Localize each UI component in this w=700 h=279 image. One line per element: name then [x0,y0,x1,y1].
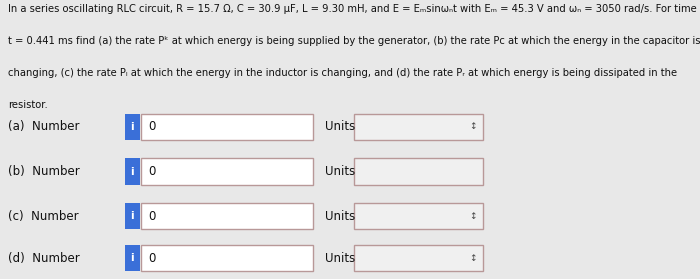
Text: Units: Units [326,165,356,178]
Text: (b)  Number: (b) Number [8,165,80,178]
FancyBboxPatch shape [141,203,313,229]
Text: ↕: ↕ [469,122,476,131]
FancyBboxPatch shape [354,158,483,185]
Text: i: i [130,211,134,221]
FancyBboxPatch shape [354,245,483,271]
FancyBboxPatch shape [141,158,313,185]
Text: resistor.: resistor. [8,100,48,110]
Text: (d)  Number: (d) Number [8,252,80,264]
FancyBboxPatch shape [125,245,140,271]
Text: t = 0.441 ms find (a) the rate Pᵏ at which energy is being supplied by the gener: t = 0.441 ms find (a) the rate Pᵏ at whi… [8,36,700,46]
Text: In a series oscillating RLC circuit, R = 15.7 Ω, C = 30.9 μF, L = 9.30 mH, and E: In a series oscillating RLC circuit, R =… [8,4,697,14]
FancyBboxPatch shape [141,245,313,271]
FancyBboxPatch shape [125,158,140,185]
FancyBboxPatch shape [354,114,483,140]
Text: (c)  Number: (c) Number [8,210,79,223]
FancyBboxPatch shape [125,203,140,229]
Text: i: i [130,122,134,132]
Text: changing, (c) the rate Pₗ at which the energy in the inductor is changing, and (: changing, (c) the rate Pₗ at which the e… [8,68,678,78]
Text: 0: 0 [148,210,156,223]
Text: (a)  Number: (a) Number [8,121,80,133]
Text: Units: Units [326,252,356,264]
Text: 0: 0 [148,165,156,178]
Text: i: i [130,253,134,263]
Text: Units: Units [326,210,356,223]
FancyBboxPatch shape [141,114,313,140]
Text: Units: Units [326,121,356,133]
Text: i: i [130,167,134,177]
FancyBboxPatch shape [354,203,483,229]
Text: 0: 0 [148,252,156,264]
Text: 0: 0 [148,121,156,133]
Text: ↕: ↕ [469,254,476,263]
Text: ↕: ↕ [469,212,476,221]
FancyBboxPatch shape [125,114,140,140]
